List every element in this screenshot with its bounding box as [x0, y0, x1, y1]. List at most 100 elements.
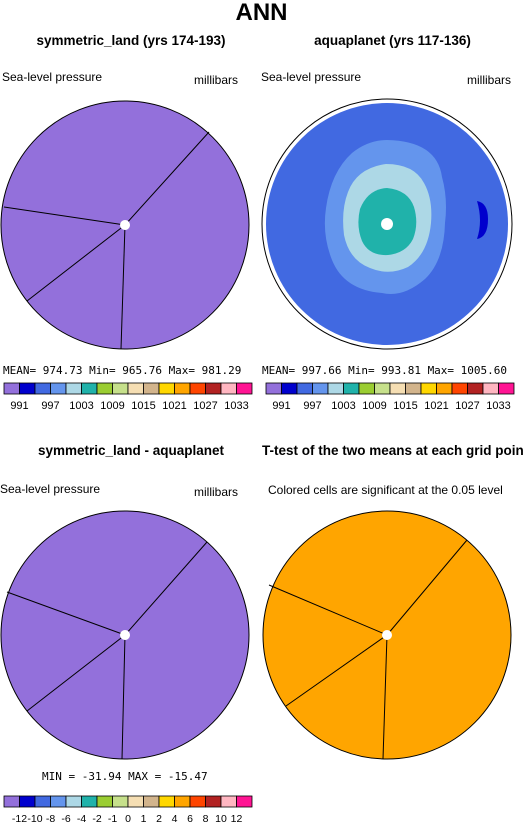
- colorbar-tick-label: 4: [172, 813, 178, 825]
- colorbar-tick-label: -1: [108, 813, 117, 825]
- colorbar-swatch: [65, 795, 82, 808]
- panel1-pole-marker: [120, 220, 130, 230]
- colorbar-swatch: [19, 382, 36, 395]
- colorbar-swatch: [174, 382, 191, 395]
- colorbar-swatch: [343, 382, 360, 395]
- colorbar-tick-label: -2: [92, 813, 101, 825]
- colorbar-tick-label: -4: [77, 813, 86, 825]
- colorbar-swatch: [81, 795, 98, 808]
- colorbar-swatch: [498, 382, 515, 395]
- colorbar-swatch: [189, 795, 206, 808]
- colorbar-swatch: [312, 382, 329, 395]
- colorbar-tick-label: 1003: [331, 400, 355, 412]
- panel2-title: aquaplanet (yrs 117-136): [314, 33, 471, 48]
- panel4-title: T-test of the two means at each grid poi…: [262, 443, 523, 458]
- panel3-stats: MIN = -31.94 MAX = -15.47: [42, 770, 208, 783]
- colorbar-tick-label: 0: [125, 813, 131, 825]
- panel3-title: symmetric_land - aquaplanet: [37, 443, 225, 458]
- colorbar-swatch: [34, 795, 51, 808]
- colorbar-tick-label: 1009: [100, 400, 124, 412]
- colorbar-swatch: [34, 382, 51, 395]
- panel1-boundary-line: [124, 131, 210, 226]
- panel1-variable-label: Sea-level pressure: [2, 70, 103, 84]
- colorbar-tick-label: 1033: [224, 400, 248, 412]
- colorbar-swatch: [436, 382, 453, 395]
- colorbar-tick-label: 1033: [486, 400, 510, 412]
- colorbar-swatch: [220, 382, 237, 395]
- colorbar-swatch: [482, 382, 499, 395]
- colorbar-tick-label: 2: [156, 813, 162, 825]
- colorbar-swatch: [112, 795, 129, 808]
- colorbar-tick-label: 1009: [362, 400, 386, 412]
- colorbar-swatch: [3, 382, 20, 395]
- colorbar-swatch: [389, 382, 406, 395]
- colorbar-swatch: [189, 382, 206, 395]
- panel1-units-label: millibars: [194, 73, 239, 87]
- colorbar-swatch: [296, 382, 313, 395]
- panel3-map: [0, 510, 250, 760]
- colorbar-swatch: [205, 382, 222, 395]
- panel3-variable-label: Sea-level pressure: [0, 482, 101, 496]
- colorbar-tick-label: 1015: [393, 400, 417, 412]
- colorbar-swatch: [143, 795, 160, 808]
- panel4-boundary-line: [386, 539, 468, 636]
- colorbar-swatch: [451, 382, 468, 395]
- colorbar-tick-label: 997: [41, 400, 59, 412]
- panel3-pole-marker: [120, 630, 130, 640]
- colorbar-swatch: [50, 382, 67, 395]
- panel1-boundary-line: [3, 206, 126, 226]
- panel4-map: [262, 510, 512, 760]
- colorbar-swatch: [3, 795, 20, 808]
- panel2-colorbar: 991 997 1003 1009 1015 1021 1027 1033: [265, 382, 515, 412]
- panel2-units-label: millibars: [467, 73, 512, 87]
- colorbar-swatch: [143, 382, 160, 395]
- colorbar-tick-label: 1003: [69, 400, 93, 412]
- colorbar-swatch: [205, 795, 222, 808]
- colorbar-tick-label: 1015: [131, 400, 155, 412]
- colorbar-swatch: [420, 382, 437, 395]
- colorbar-tick-label: 1027: [455, 400, 479, 412]
- colorbar-tick-label: 1021: [424, 400, 448, 412]
- panel2-variable-label: Sea-level pressure: [261, 70, 362, 84]
- colorbar-tick-label: -10: [27, 813, 42, 825]
- colorbar-tick-label: 991: [10, 400, 28, 412]
- panel1-title: symmetric_land (yrs 174-193): [36, 33, 226, 48]
- colorbar-swatch: [65, 382, 82, 395]
- panel2-low-pressure-cell: [477, 201, 488, 239]
- colorbar-swatch: [327, 382, 344, 395]
- colorbar-swatch: [281, 382, 298, 395]
- colorbar-swatch: [112, 382, 129, 395]
- panel4-boundary-line: [382, 634, 388, 760]
- panel1-stats: MEAN= 974.73 Min= 965.76 Max= 981.29: [3, 364, 242, 377]
- colorbar-tick-label: 6: [187, 813, 193, 825]
- colorbar-tick-label: 991: [272, 400, 290, 412]
- colorbar-swatch: [236, 382, 253, 395]
- colorbar-swatch: [50, 795, 67, 808]
- colorbar-swatch: [158, 382, 175, 395]
- colorbar-swatch: [220, 795, 237, 808]
- colorbar-tick-label: -12: [12, 813, 27, 825]
- colorbar-swatch: [467, 382, 484, 395]
- colorbar-tick-label: -6: [61, 813, 70, 825]
- colorbar-swatch: [174, 795, 191, 808]
- panel2-stats: MEAN= 997.66 Min= 993.81 Max= 1005.60: [262, 364, 508, 377]
- colorbar-swatch: [265, 382, 282, 395]
- panel3-units-label: millibars: [194, 485, 239, 499]
- colorbar-swatch: [405, 382, 422, 395]
- colorbar-swatch: [374, 382, 391, 395]
- colorbar-swatch: [96, 382, 113, 395]
- colorbar-swatch: [96, 795, 113, 808]
- colorbar-tick-label: 12: [231, 813, 243, 825]
- colorbar-tick-label: 1: [141, 813, 147, 825]
- colorbar-tick-label: -8: [46, 813, 55, 825]
- panel1-boundary-line: [26, 224, 126, 302]
- colorbar-tick-label: 10: [215, 813, 227, 825]
- colorbar-swatch: [127, 382, 144, 395]
- panel4-pole-marker: [382, 630, 392, 640]
- panel3-colorbar: -12 -10 -8 -6 -4 -2 -1 0 1 2 4 6 8 10 12: [3, 795, 253, 825]
- colorbar-swatch: [158, 795, 175, 808]
- colorbar-swatch: [81, 382, 98, 395]
- panel1-colorbar: 991 997 1003 1009 1015 1021 1027 1033: [3, 382, 253, 412]
- panel3-boundary-line: [6, 591, 126, 636]
- colorbar-tick-label: 997: [303, 400, 321, 412]
